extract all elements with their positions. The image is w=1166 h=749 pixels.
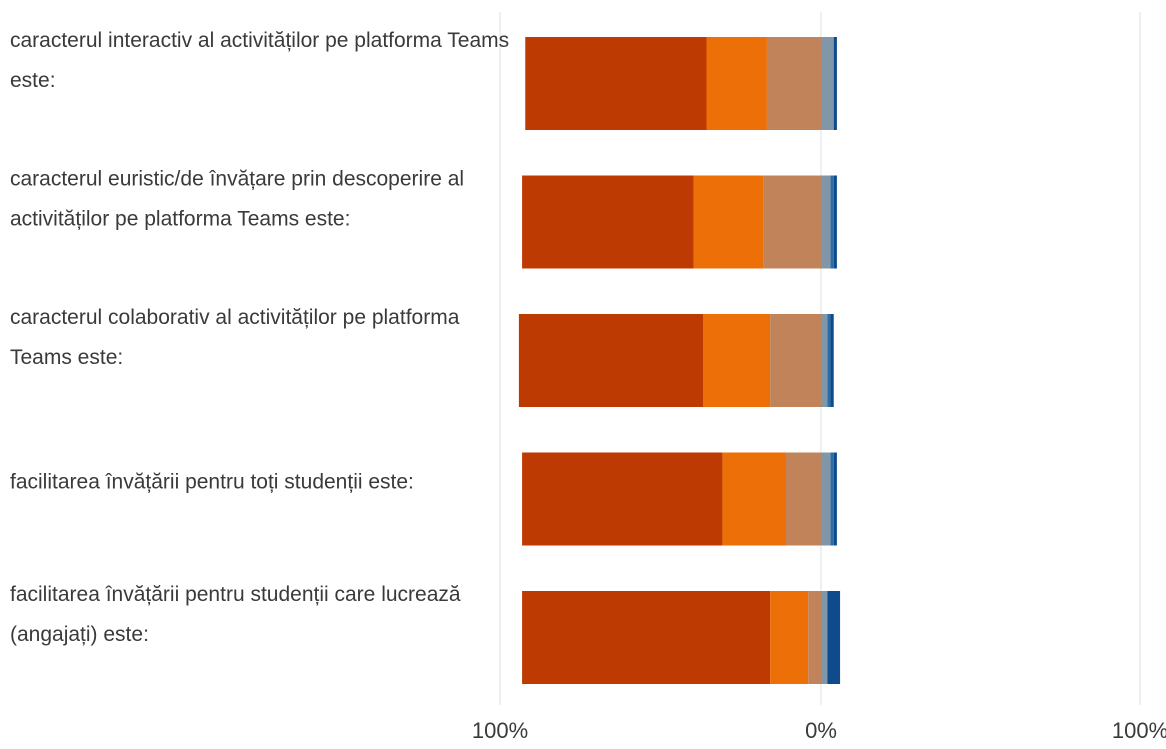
category-label-line: caracterul colaborativ al activităților … <box>10 306 460 329</box>
bars <box>518 37 841 684</box>
category-label-line: este: <box>10 69 56 92</box>
category-label-line: activităților pe platforma Teams este: <box>10 208 350 231</box>
x-axis-ticks: 100% 0% 100% <box>472 718 1166 743</box>
bar-segment <box>821 591 828 684</box>
bar-segment <box>827 591 841 684</box>
category-label-line: facilitarea învățării pentru toți studen… <box>10 471 414 494</box>
category-label: caracterul interactiv al activităților p… <box>10 29 509 92</box>
bar-segment <box>770 591 809 684</box>
category-label: caracterul colaborativ al activităților … <box>10 306 460 369</box>
bar-segment <box>763 175 821 269</box>
bar-segment <box>706 37 767 130</box>
bar-segment <box>821 314 828 407</box>
x-tick-label: 100% <box>472 718 528 743</box>
bar-segment <box>833 37 837 130</box>
bar-segment <box>830 452 834 546</box>
category-label-line: facilitarea învățării pentru studenții c… <box>10 583 461 606</box>
bar-segment <box>821 175 831 269</box>
bar-segment <box>827 314 831 407</box>
x-tick-label: 0% <box>805 718 837 743</box>
category-label-line: caracterul euristic/de învățare prin des… <box>10 168 464 191</box>
bar-segment <box>830 175 834 269</box>
bar-segment <box>522 591 771 684</box>
bar-segment <box>518 314 704 407</box>
category-labels: caracterul interactiv al activităților p… <box>10 29 509 646</box>
bar-segment <box>786 452 821 546</box>
bar-segment <box>525 37 707 130</box>
bar-segment <box>703 314 771 407</box>
bar-segment <box>770 314 821 407</box>
bar-segment <box>722 452 787 546</box>
category-label: caracterul euristic/de învățare prin des… <box>10 168 464 231</box>
category-label: facilitarea învățării pentru studenții c… <box>10 583 461 646</box>
bar-segment <box>766 37 821 130</box>
category-label-line: caracterul interactiv al activităților p… <box>10 29 509 52</box>
category-label-line: Teams este: <box>10 346 123 369</box>
bar-segment <box>808 591 821 684</box>
bar-segment <box>522 175 694 269</box>
bar-segment <box>833 175 837 269</box>
category-label-line: (angajați) este: <box>10 623 149 646</box>
category-label: facilitarea învățării pentru toți studen… <box>10 471 414 494</box>
bar-segment <box>830 314 834 407</box>
x-tick-label: 100% <box>1112 718 1166 743</box>
bar-segment <box>693 175 764 269</box>
bar-segment <box>821 37 834 130</box>
bar-segment <box>821 452 831 546</box>
bar-segment <box>522 452 723 546</box>
bar-segment <box>833 452 837 546</box>
